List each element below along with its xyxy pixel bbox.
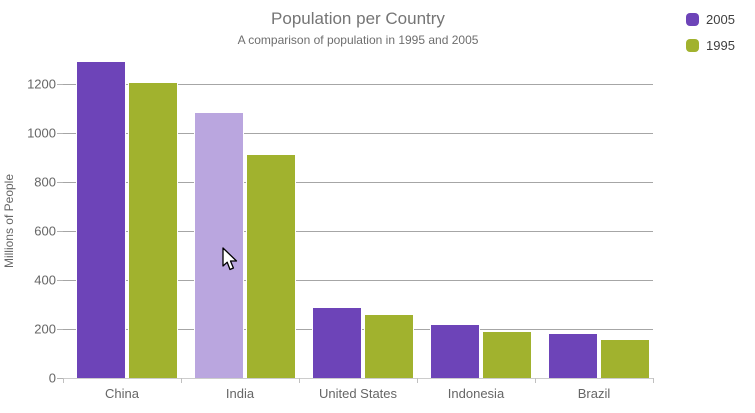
legend-label-2005: 2005 xyxy=(706,12,735,27)
x-tick-mark xyxy=(417,378,418,383)
x-tick-mark xyxy=(299,378,300,383)
bar-china-2005[interactable] xyxy=(76,61,126,378)
x-tick-mark xyxy=(63,378,64,383)
x-tick-label-indonesia: Indonesia xyxy=(447,386,505,401)
chart-subtitle: A comparison of population in 1995 and 2… xyxy=(237,33,479,47)
y-tick-label: 200 xyxy=(34,321,56,337)
y-tick-label: 600 xyxy=(34,223,56,239)
y-tick-mark xyxy=(57,378,63,379)
bar-indonesia-2005[interactable] xyxy=(430,324,480,378)
x-tick-mark xyxy=(653,378,654,383)
bar-china-1995[interactable] xyxy=(128,82,178,378)
legend-label-1995: 1995 xyxy=(706,38,735,53)
y-tick-mark xyxy=(57,280,63,281)
x-tick-mark xyxy=(535,378,536,383)
y-tick-mark xyxy=(57,84,63,85)
gridline-400 xyxy=(63,280,653,281)
legend: 2005 1995 xyxy=(686,12,735,64)
chart-title: Population per Country xyxy=(271,9,445,28)
y-tick-label: 1200 xyxy=(27,76,56,92)
legend-item-2005[interactable]: 2005 xyxy=(686,12,735,27)
gridline-600 xyxy=(63,231,653,232)
mouse-cursor-icon xyxy=(222,247,238,271)
bar-india-2005[interactable] xyxy=(194,112,244,378)
x-axis-line xyxy=(63,378,653,379)
gridline-1200 xyxy=(63,84,653,85)
legend-swatch-1995-icon xyxy=(686,39,699,52)
x-tick-label-india: India xyxy=(225,386,255,401)
y-tick-label: 0 xyxy=(48,370,56,386)
gridline-1000 xyxy=(63,133,653,134)
y-tick-label: 800 xyxy=(34,174,56,190)
x-tick-label-brazil: Brazil xyxy=(577,386,611,401)
x-tick-label-china: China xyxy=(105,386,139,401)
y-tick-mark xyxy=(57,231,63,232)
y-tick-label: 1000 xyxy=(27,125,56,141)
y-tick-label: 400 xyxy=(34,272,56,288)
x-tick-label-united-states: United States xyxy=(318,386,398,401)
bar-india-1995[interactable] xyxy=(246,154,296,378)
bar-united-states-2005[interactable] xyxy=(312,307,362,378)
y-tick-mark xyxy=(57,182,63,183)
legend-swatch-2005-icon xyxy=(686,13,699,26)
bar-indonesia-1995[interactable] xyxy=(482,331,532,378)
gridline-800 xyxy=(63,182,653,183)
y-tick-mark xyxy=(57,133,63,134)
bar-united-states-1995[interactable] xyxy=(364,314,414,378)
bar-brazil-2005[interactable] xyxy=(548,333,598,378)
bar-brazil-1995[interactable] xyxy=(600,339,650,378)
legend-item-1995[interactable]: 1995 xyxy=(686,38,735,53)
x-tick-mark xyxy=(181,378,182,383)
y-tick-mark xyxy=(57,329,63,330)
